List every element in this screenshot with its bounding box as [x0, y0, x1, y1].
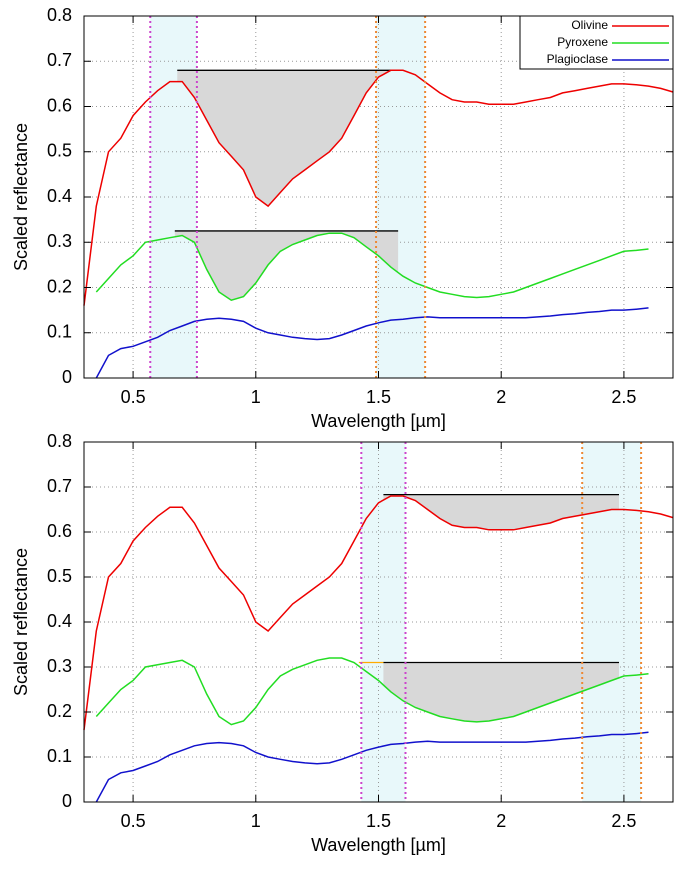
y-tick-label: 0.1	[47, 746, 72, 766]
y-tick-label: 0	[62, 367, 72, 387]
y-tick-label: 0.2	[47, 701, 72, 721]
y-tick-label: 0.1	[47, 322, 72, 342]
y-axis-label: Scaled reflectance	[11, 123, 31, 271]
y-tick-label: 0.3	[47, 231, 72, 251]
band-depth-area	[174, 230, 399, 301]
spectrum-line	[95, 657, 649, 726]
x-tick-label: 2	[496, 811, 506, 831]
spectrum-line	[83, 69, 674, 306]
spectrum-line	[95, 307, 649, 379]
x-tick-label: 0.5	[121, 811, 146, 831]
x-tick-label: 1	[251, 811, 261, 831]
spectrum-line	[95, 232, 649, 302]
x-axis-label: Wavelength [µm]	[311, 411, 446, 431]
y-tick-label: 0.3	[47, 656, 72, 676]
x-tick-label: 1.5	[366, 387, 391, 407]
x-tick-label: 2.5	[611, 811, 636, 831]
y-tick-label: 0.6	[47, 521, 72, 541]
y-tick-label: 0.2	[47, 276, 72, 296]
y-tick-label: 0.5	[47, 566, 72, 586]
legend-label: Pyroxene	[557, 35, 608, 49]
y-tick-label: 0.4	[47, 186, 72, 206]
y-tick-label: 0.8	[47, 5, 72, 25]
y-axis-label: Scaled reflectance	[11, 548, 31, 696]
spectrum-line	[83, 495, 674, 731]
y-tick-label: 0.6	[47, 95, 72, 115]
y-tick-label: 0.7	[47, 476, 72, 496]
x-tick-label: 2	[496, 387, 506, 407]
x-tick-label: 1	[251, 387, 261, 407]
legend-label: Olivine	[571, 18, 608, 32]
y-tick-label: 0.5	[47, 141, 72, 161]
x-tick-label: 0.5	[121, 387, 146, 407]
spectrum-line	[95, 731, 649, 803]
y-tick-label: 0.7	[47, 50, 72, 70]
y-tick-label: 0.4	[47, 611, 72, 631]
y-tick-label: 0.8	[47, 431, 72, 451]
x-axis-label: Wavelength [µm]	[311, 835, 446, 855]
legend-label: Plagioclase	[547, 52, 609, 66]
x-tick-label: 1.5	[366, 811, 391, 831]
band-depth-area	[177, 70, 404, 207]
x-tick-label: 2.5	[611, 387, 636, 407]
y-tick-label: 0	[62, 791, 72, 811]
band-depth-area	[383, 494, 620, 530]
band-depth-area	[383, 662, 620, 722]
